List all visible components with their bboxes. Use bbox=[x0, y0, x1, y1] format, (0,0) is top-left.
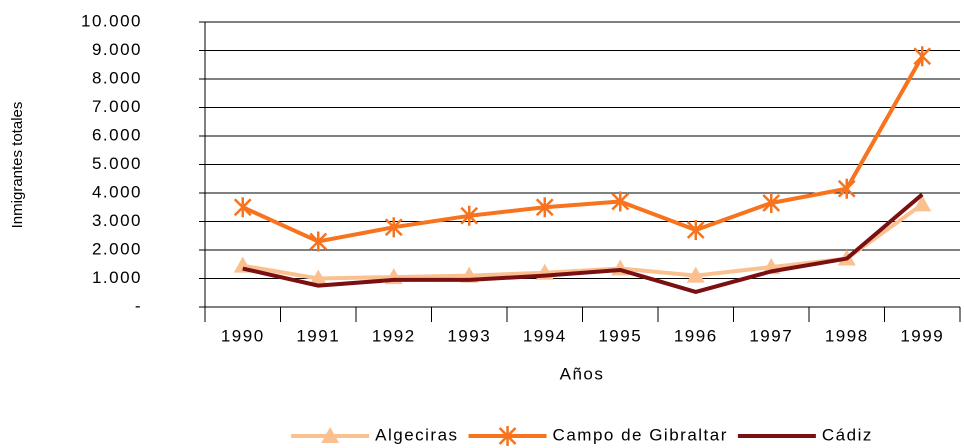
marker bbox=[535, 197, 554, 218]
y-tick-label: 8.000 bbox=[92, 68, 142, 87]
x-tick-label: 1990 bbox=[221, 326, 265, 345]
y-tick-label: 7.000 bbox=[92, 97, 142, 116]
marker bbox=[309, 231, 328, 252]
legend-marker bbox=[498, 426, 517, 446]
marker bbox=[913, 195, 932, 212]
marker bbox=[837, 178, 856, 199]
marker bbox=[686, 220, 705, 241]
x-tick-label: 1992 bbox=[372, 326, 416, 345]
x-tick-label: 1994 bbox=[523, 326, 567, 345]
legend-label: Campo de Gibraltar bbox=[553, 425, 728, 444]
x-tick-label: 1997 bbox=[749, 326, 793, 345]
marker bbox=[309, 269, 328, 286]
x-tick-label: 1996 bbox=[674, 326, 718, 345]
x-tick-label: 1991 bbox=[296, 326, 340, 345]
marker bbox=[913, 46, 932, 67]
y-tick-label: 9.000 bbox=[92, 40, 142, 59]
y-tick-label: - bbox=[135, 296, 142, 315]
y-tick-label: 2.000 bbox=[92, 239, 142, 258]
y-tick-label: 1.000 bbox=[92, 268, 142, 287]
x-tick-label: 1993 bbox=[447, 326, 491, 345]
marker bbox=[611, 191, 630, 212]
y-axis-title: Inmigrantes totales bbox=[9, 102, 26, 229]
y-tick-label: 3.000 bbox=[92, 211, 142, 230]
marker bbox=[460, 205, 479, 226]
marker bbox=[686, 266, 705, 283]
x-axis-title: Años bbox=[560, 364, 605, 383]
marker bbox=[233, 197, 252, 218]
x-tick-label: 1999 bbox=[900, 326, 944, 345]
marker bbox=[384, 217, 403, 238]
series-line bbox=[242, 192, 924, 294]
y-tick-label: 4.000 bbox=[92, 182, 142, 201]
legend-label: Algeciras bbox=[375, 425, 458, 444]
marker bbox=[762, 192, 781, 213]
y-tick-label: 5.000 bbox=[92, 154, 142, 173]
series-line bbox=[241, 55, 924, 244]
x-tick-label: 1998 bbox=[825, 326, 869, 345]
series-line bbox=[242, 202, 924, 281]
y-tick-label: 10.000 bbox=[81, 11, 142, 30]
x-tick-label: 1995 bbox=[598, 326, 642, 345]
legend-label: Cádiz bbox=[822, 425, 873, 444]
y-tick-label: 6.000 bbox=[92, 125, 142, 144]
legend-marker bbox=[321, 427, 340, 443]
